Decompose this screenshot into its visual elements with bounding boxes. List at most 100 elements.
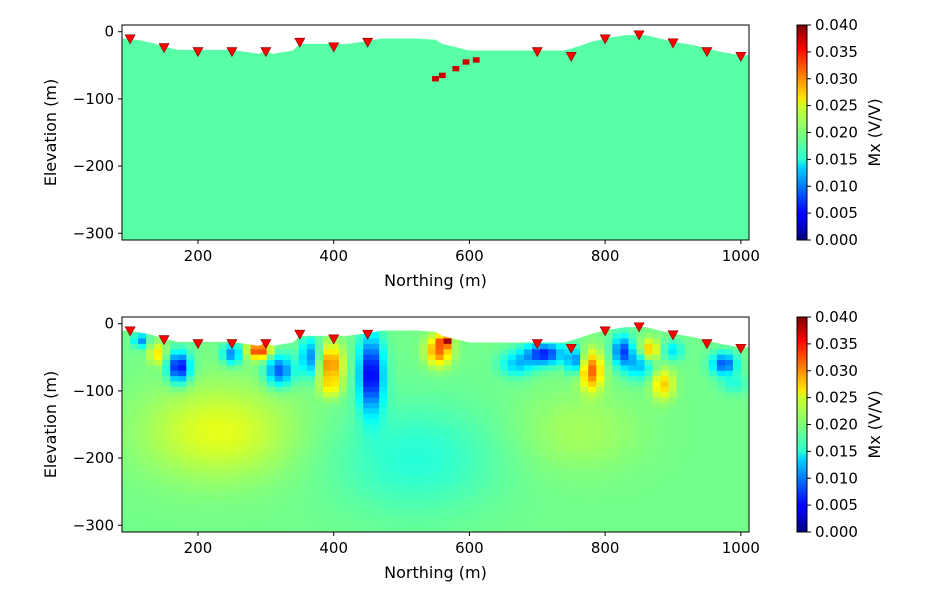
field-cell — [652, 164, 662, 171]
field-cell — [122, 505, 131, 512]
field-cell — [419, 73, 429, 80]
field-cell — [443, 186, 453, 193]
field-cell — [652, 89, 662, 96]
field-cell — [339, 462, 348, 469]
field-cell — [266, 89, 276, 96]
field-cell — [700, 84, 710, 91]
field-cell — [122, 105, 131, 112]
field-cell — [258, 143, 268, 150]
field-cell — [274, 121, 284, 128]
field-cell — [234, 397, 244, 404]
field-cell — [531, 223, 541, 230]
field-cell — [475, 510, 485, 517]
field-cell — [467, 154, 477, 160]
field-cell — [724, 175, 734, 182]
field-cell — [210, 343, 220, 350]
field-cell — [652, 62, 662, 69]
field-cell — [274, 78, 284, 85]
field-cell — [322, 94, 332, 101]
field-cell — [531, 175, 541, 182]
field-cell — [451, 213, 461, 220]
field-cell — [531, 41, 541, 48]
field-cell — [443, 218, 453, 225]
field-cell — [274, 35, 284, 42]
field-cell — [154, 419, 163, 426]
field-cell — [186, 392, 195, 399]
field-cell — [596, 170, 605, 177]
field-cell — [435, 84, 445, 91]
field-cell — [419, 505, 429, 512]
field-cell — [523, 213, 533, 220]
field-cell — [347, 456, 356, 463]
field-cell — [515, 78, 525, 85]
field-cell — [146, 360, 155, 366]
field-cell — [194, 186, 203, 193]
field-cell — [322, 360, 332, 366]
field-cell — [467, 78, 477, 85]
field-cell — [218, 68, 228, 74]
field-cell — [290, 78, 300, 85]
field-cell — [427, 419, 437, 426]
field-cell — [708, 213, 718, 220]
field-cell — [371, 397, 380, 404]
field-cell — [266, 94, 276, 101]
field-cell — [644, 132, 654, 139]
field-cell — [700, 35, 710, 42]
field-cell — [427, 435, 437, 442]
field-cell — [572, 137, 581, 144]
field-cell — [210, 435, 220, 442]
field-cell — [170, 429, 179, 436]
field-cell — [564, 207, 573, 214]
field-cell — [331, 121, 340, 128]
field-cell — [652, 234, 662, 240]
field-cell — [572, 100, 581, 107]
anomaly-cell — [472, 57, 480, 63]
field-cell — [314, 51, 324, 58]
field-cell — [210, 180, 220, 187]
field-cell — [339, 376, 348, 383]
plot-frame — [121, 24, 750, 241]
field-cell — [652, 51, 662, 58]
field-cell — [395, 121, 404, 128]
field-cell — [130, 472, 139, 479]
field-cell — [218, 499, 228, 506]
field-cell — [138, 197, 147, 203]
field-cell — [419, 413, 429, 420]
field-cell — [226, 229, 236, 236]
field-cell — [331, 456, 340, 463]
field-cell — [484, 317, 493, 323]
field-cell — [564, 73, 573, 80]
field-cell — [444, 25, 453, 31]
field-cell — [700, 154, 710, 160]
field-cell — [467, 397, 477, 404]
field-cell — [226, 159, 236, 166]
field-cell — [234, 483, 244, 490]
field-cell — [636, 148, 646, 155]
field-cell — [298, 223, 308, 230]
field-cell — [226, 392, 236, 399]
field-cell — [122, 175, 131, 182]
field-cell — [226, 127, 236, 134]
field-cell — [355, 121, 364, 128]
field-cell — [628, 68, 638, 74]
field-cell — [154, 35, 163, 37]
field-cell — [732, 213, 742, 220]
field-cell — [724, 223, 734, 230]
field-cell — [548, 234, 557, 240]
field-cell — [162, 127, 171, 134]
field-cell — [363, 148, 372, 155]
field-cell — [258, 234, 268, 240]
field-cell — [636, 35, 646, 42]
field-cell — [290, 494, 300, 501]
field-cell — [347, 35, 356, 42]
field-cell — [322, 440, 332, 447]
field-cell — [483, 333, 493, 340]
field-cell — [170, 57, 179, 64]
field-cell — [234, 349, 244, 356]
field-cell — [556, 116, 565, 123]
field-cell — [411, 170, 421, 177]
field-cell — [234, 164, 244, 171]
field-cell — [282, 68, 292, 74]
field-cell — [371, 510, 380, 517]
field-cell — [596, 78, 605, 85]
